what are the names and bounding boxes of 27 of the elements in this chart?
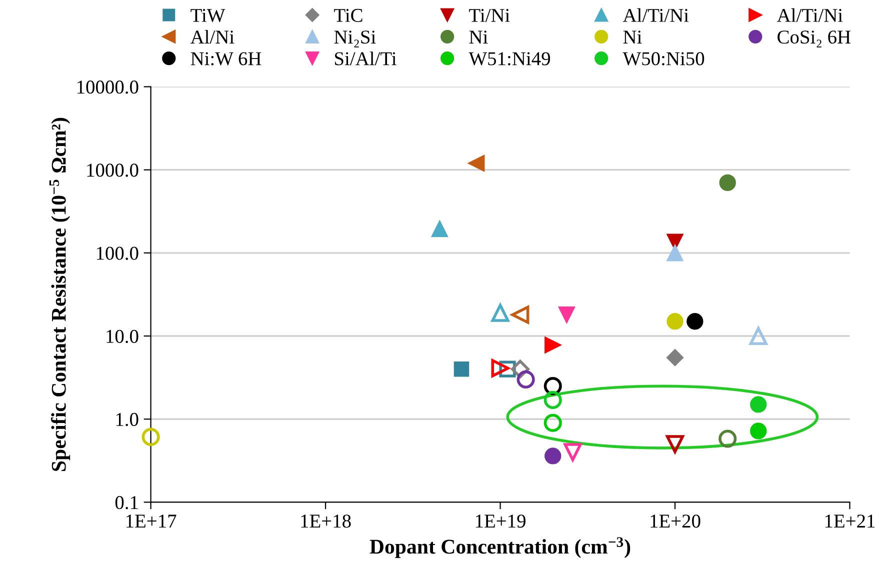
y-axis-title: Specific Contact Resistance (10$^{−5}$ Ωcm²) bbox=[49, 118, 70, 471]
legend-label: TiW bbox=[190, 8, 226, 22]
x-tick-label: 1E+17 bbox=[126, 514, 176, 528]
legend-label: Al/Ni bbox=[190, 30, 234, 44]
y-tick-label: 0.1 bbox=[115, 496, 138, 510]
x-axis-title: Dopant Concentration (cm$^{−3}$) bbox=[370, 537, 630, 558]
x-tick-label: 1E+18 bbox=[301, 514, 351, 528]
y-tick-label: 10.0 bbox=[106, 330, 138, 344]
x-tick-label: 1E+19 bbox=[476, 514, 526, 528]
legend-label: CoSi₂ 6H bbox=[778, 30, 851, 48]
legend-label: Ni bbox=[623, 30, 642, 44]
y-tick-label: 1.0 bbox=[116, 412, 138, 426]
legend-label: Ni bbox=[469, 30, 488, 44]
legend-label: W51:Ni49 bbox=[468, 52, 550, 66]
legend-label: Ni:W 6H bbox=[190, 52, 262, 66]
legend-label: Ti/Ni bbox=[469, 8, 510, 22]
y-tick-label: 1000.0 bbox=[87, 164, 138, 177]
legend-label: TiC bbox=[334, 8, 362, 22]
y-tick-label: 100.0 bbox=[96, 246, 138, 260]
legend-label: Ni₂Si bbox=[334, 30, 376, 48]
x-tick-label: 1E+20 bbox=[650, 514, 700, 528]
y-tick-label: 10000.0 bbox=[78, 80, 138, 94]
legend-label: W50:Ni50 bbox=[622, 52, 704, 66]
x-tick-label: 1E+21 bbox=[825, 514, 875, 528]
legend-label: Al/Ti/Ni bbox=[776, 8, 843, 22]
legend-label: Al/Ti/Ni bbox=[622, 8, 689, 22]
legend-label: Si/Al/Ti bbox=[335, 52, 396, 66]
